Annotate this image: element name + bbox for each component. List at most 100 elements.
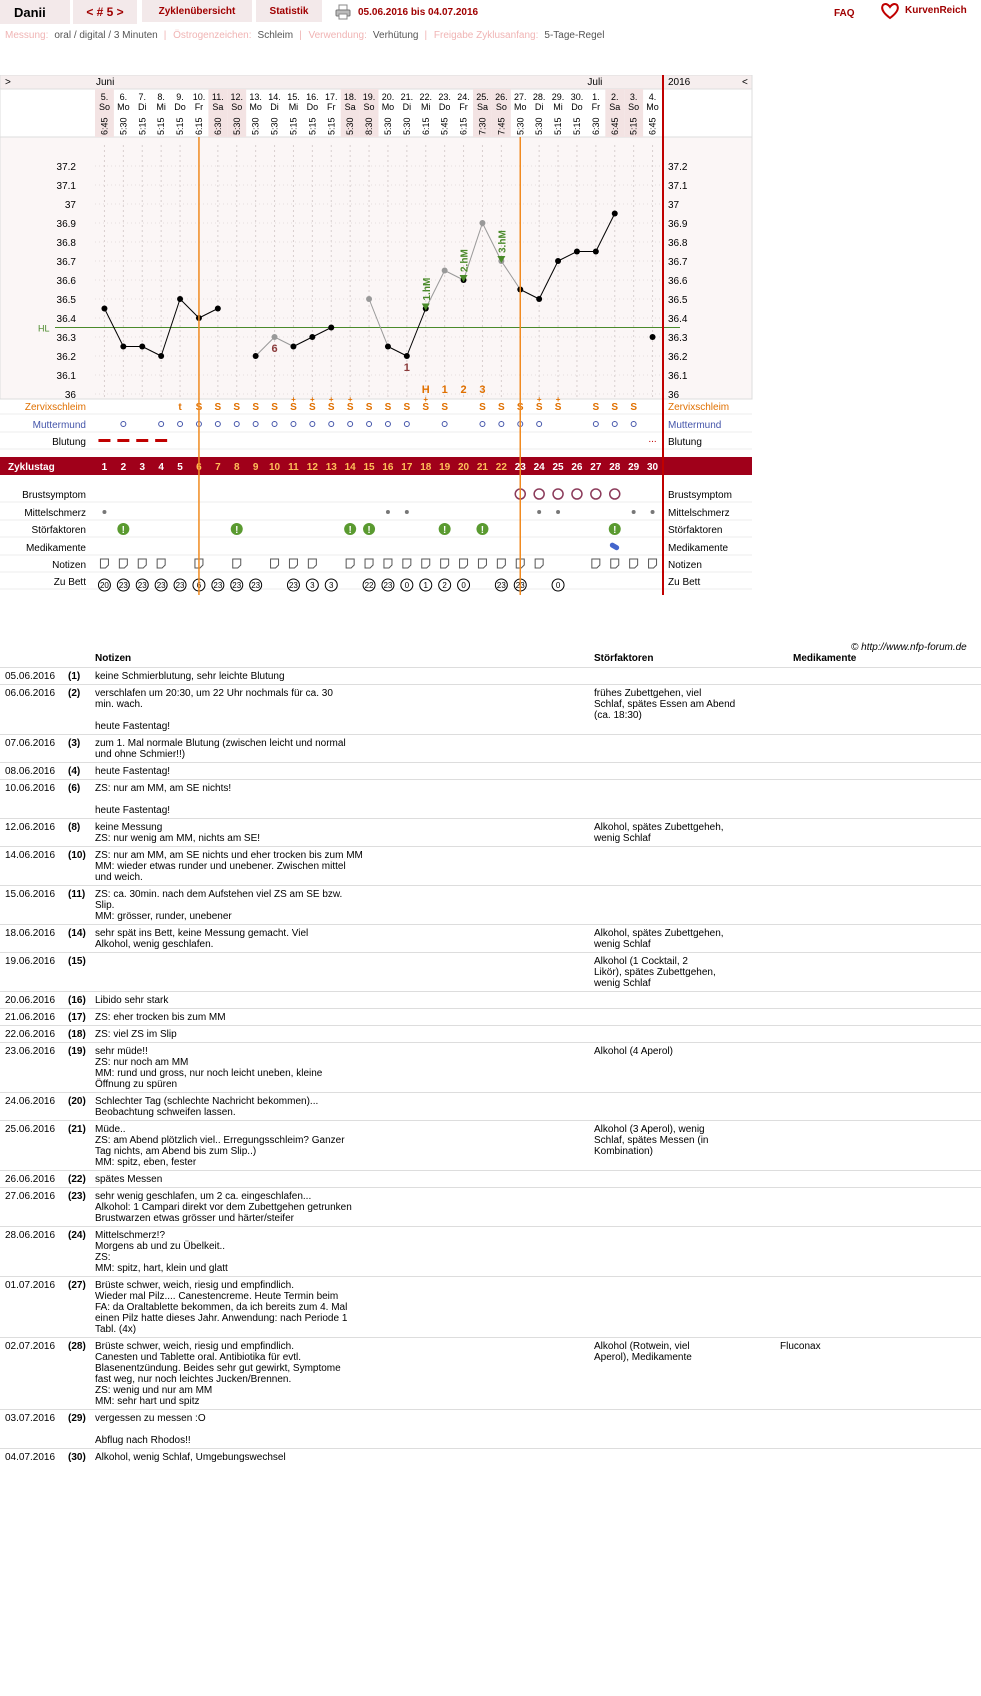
zervix-mark: t: [178, 402, 182, 413]
note-date: 18.06.2016: [5, 928, 56, 939]
tab-statistics[interactable]: Statistik: [256, 0, 322, 22]
time-label: 5:45: [440, 117, 450, 135]
stoerfaktor-mark: !: [348, 525, 351, 536]
date-label: 21.: [401, 92, 414, 102]
zyklustag-num: 29: [628, 462, 640, 473]
zervix-plus: +: [556, 395, 561, 404]
peak-label: 1: [442, 384, 448, 396]
note-stoerfaktoren: Alkohol (4 Aperol): [594, 1046, 673, 1057]
date-label: 2.: [611, 92, 619, 102]
zervix-plus: +: [348, 395, 353, 404]
note-cycle-day: (28): [68, 1341, 86, 1352]
note-cycle-day: (23): [68, 1191, 86, 1202]
date-label: 16.: [306, 92, 319, 102]
brand-logo[interactable]: KurvenReich: [880, 2, 980, 22]
note-row: 12.06.2016 (8) keine Messung ZS: nur wenig…: [0, 818, 981, 846]
stoerfaktor-icon: [344, 523, 357, 535]
bett-time: 23: [119, 581, 128, 590]
temp-segment: [425, 270, 446, 309]
note-date: 25.06.2016: [5, 1124, 56, 1135]
mittelschmerz-mark: [537, 510, 542, 514]
bett-time: 0: [556, 581, 561, 590]
bett-circle: [324, 578, 338, 592]
zyklustag-num: 7: [215, 462, 221, 473]
temp-segment: [520, 289, 540, 300]
tab-cycle-overview[interactable]: Zyklenübersicht: [142, 0, 252, 22]
bett-circle: [97, 578, 111, 592]
zyklustag-num: 30: [647, 462, 659, 473]
note-row: 14.06.2016 (10) ZS: nur am MM, am SE nicht…: [0, 846, 981, 885]
row-label-mittel: Mittelschmerz: [24, 508, 86, 519]
bett-circle: [400, 578, 414, 592]
note-cycle-day: (21): [68, 1124, 86, 1135]
muttermund-mark: [309, 421, 316, 427]
note-stoerfaktoren: Alkohol, spätes Zubettgehen, wenig Schla…: [594, 928, 724, 950]
note-row: 22.06.2016 (18) ZS: viel ZS im Slip: [0, 1025, 981, 1042]
verwendung-label: Verwendung:: [308, 30, 367, 41]
zyklustag-bar: [0, 457, 752, 475]
weekend-column: [227, 89, 247, 137]
weekday-label: Do: [307, 102, 319, 112]
date-label: 25.: [476, 92, 489, 102]
note-row: 27.06.2016 (23) sehr wenig geschlafen, um …: [0, 1187, 981, 1226]
bett-time: 1: [424, 581, 429, 590]
note-row: 08.06.2016 (4) heute Fastentag!: [0, 762, 981, 779]
temp-segment: [482, 222, 502, 262]
nav-prev-button[interactable]: >: [5, 77, 11, 88]
weekend-column: [95, 89, 114, 137]
weekend-column: [473, 89, 492, 137]
note-row: 23.06.2016 (19) sehr müde!! ZS: nur noch a…: [0, 1042, 981, 1092]
faq-link[interactable]: FAQ: [834, 8, 855, 19]
zervix-mark: S: [347, 402, 354, 413]
cycle-nav-button[interactable]: < # 5 >: [73, 0, 137, 24]
bett-time: 3: [310, 581, 315, 590]
time-label: 5:30: [534, 117, 544, 135]
note-row: 25.06.2016 (21) Müde.. ZS: am Abend plötzl…: [0, 1120, 981, 1170]
mittelschmerz-mark: [650, 510, 655, 514]
muttermund-mark: [366, 421, 373, 427]
note-icon: [364, 558, 374, 569]
note-icon: [534, 558, 544, 569]
zervix-mark: S: [611, 402, 618, 413]
muttermund-mark: [120, 421, 127, 427]
weekday-label: Fr: [195, 102, 204, 112]
y-tick-right: 36.3: [668, 333, 688, 344]
note-medikamente: Fluconax: [780, 1341, 821, 1352]
peak-label: H: [422, 384, 430, 396]
time-label: 5:30: [515, 117, 525, 135]
notes-header-medi: Medikamente: [793, 653, 857, 664]
zyklustag-num: 8: [234, 462, 240, 473]
bett-time: 2: [442, 581, 447, 590]
temp-segment: [444, 270, 464, 281]
note-text: keine Messung ZS: nur wenig am MM, nicht…: [95, 822, 261, 844]
temp-segment: [557, 251, 578, 262]
bett-circle: [154, 578, 168, 592]
temp-point: [290, 343, 297, 350]
temp-point-excluded: [366, 296, 373, 302]
y-tick-left: 37.2: [57, 162, 77, 173]
bett-circle: [457, 578, 471, 592]
temp-segment: [387, 346, 408, 357]
note-stoerfaktoren: Alkohol (3 Aperol), wenig Schlaf, spätes…: [594, 1124, 709, 1157]
mittelschmerz-mark: [556, 510, 561, 514]
time-label: 6:15: [421, 117, 431, 135]
printer-icon[interactable]: [335, 4, 351, 20]
date-label: 17.: [325, 92, 338, 102]
weekday-label: Di: [535, 102, 544, 112]
temp-segment: [463, 222, 483, 281]
row-label-medi: Medikamente: [26, 543, 86, 554]
zervix-mark: S: [309, 402, 316, 413]
row-label-right-brust: Brustsymptom: [668, 490, 732, 501]
user-name: Danii: [0, 0, 70, 24]
note-icon: [496, 558, 506, 569]
time-label: 5:30: [232, 117, 242, 135]
note-row: 06.06.2016 (2) verschlafen um 20:30, um 22…: [0, 684, 981, 734]
nav-next-button[interactable]: <: [742, 77, 748, 88]
temp-point-excluded: [441, 267, 448, 274]
stoerfaktor-icon: [230, 523, 243, 535]
note-text: Schlechter Tag (schlechte Nachricht beko…: [95, 1096, 319, 1118]
muttermund-mark: [630, 421, 637, 427]
brust-mark: [590, 488, 602, 500]
note-row: 19.06.2016 (15) Alkohol (1 Cocktail, 2 Lik…: [0, 952, 981, 991]
time-label: 5:15: [156, 117, 166, 135]
